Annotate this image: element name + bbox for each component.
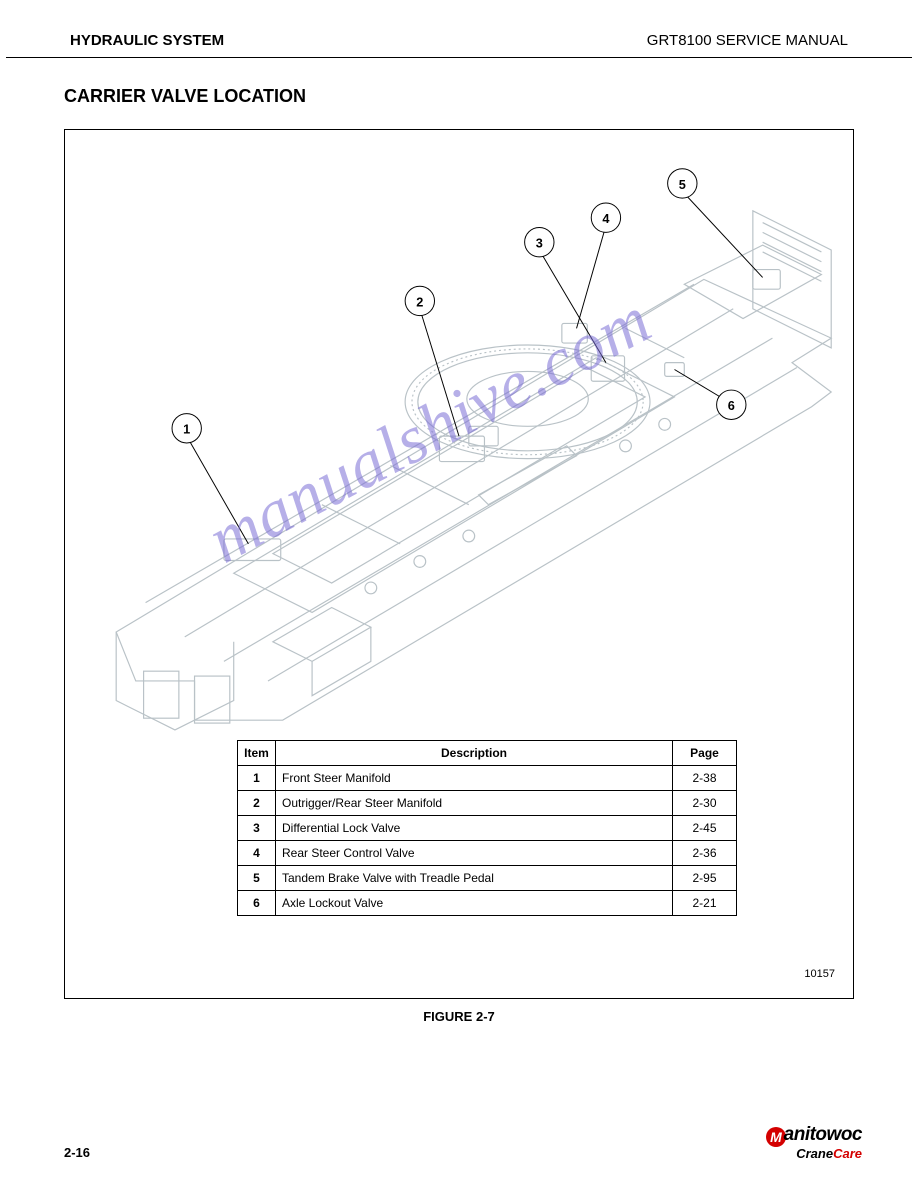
figure-box: 1 2 3 4 5 6 manualshive.com Item Descrip… xyxy=(64,129,854,999)
table-row: 4 Rear Steer Control Valve 2-36 xyxy=(238,841,737,866)
figure-id: 10157 xyxy=(804,968,835,980)
page-footer: 2-16 Manitowoc CraneCare xyxy=(64,1125,862,1160)
chassis-diagram: 1 2 3 4 5 6 xyxy=(77,146,841,736)
col-item: Item xyxy=(238,741,276,766)
brand-m-icon: M xyxy=(766,1127,786,1147)
table-header-row: Item Description Page xyxy=(238,741,737,766)
figure-caption: FIGURE 2-7 xyxy=(0,1009,918,1024)
col-description: Description xyxy=(276,741,673,766)
brand-subline: CraneCare xyxy=(766,1147,862,1160)
page-title: CARRIER VALVE LOCATION xyxy=(0,58,918,107)
header-manual-title: GRT8100 SERVICE MANUAL xyxy=(647,32,848,49)
table-row: 2 Outrigger/Rear Steer Manifold 2-30 xyxy=(238,791,737,816)
callout-4: 4 xyxy=(602,211,609,226)
parts-table: Item Description Page 1 Front Steer Mani… xyxy=(237,740,737,916)
table-row: 3 Differential Lock Valve 2-45 xyxy=(238,816,737,841)
callout-6: 6 xyxy=(728,398,735,413)
col-page: Page xyxy=(673,741,737,766)
header-section-label: HYDRAULIC SYSTEM xyxy=(70,32,224,49)
table-row: 5 Tandem Brake Valve with Treadle Pedal … xyxy=(238,866,737,891)
brand-name: Manitowoc xyxy=(766,1125,862,1147)
callout-5: 5 xyxy=(679,177,686,192)
page-header: HYDRAULIC SYSTEM GRT8100 SERVICE MANUAL xyxy=(6,0,912,58)
page-number: 2-16 xyxy=(64,1145,90,1160)
table-row: 6 Axle Lockout Valve 2-21 xyxy=(238,891,737,916)
callout-1: 1 xyxy=(183,422,190,437)
callout-2: 2 xyxy=(416,294,423,309)
table-row: 1 Front Steer Manifold 2-38 xyxy=(238,766,737,791)
brand-logo: Manitowoc CraneCare xyxy=(766,1125,862,1160)
callout-3: 3 xyxy=(536,236,543,251)
